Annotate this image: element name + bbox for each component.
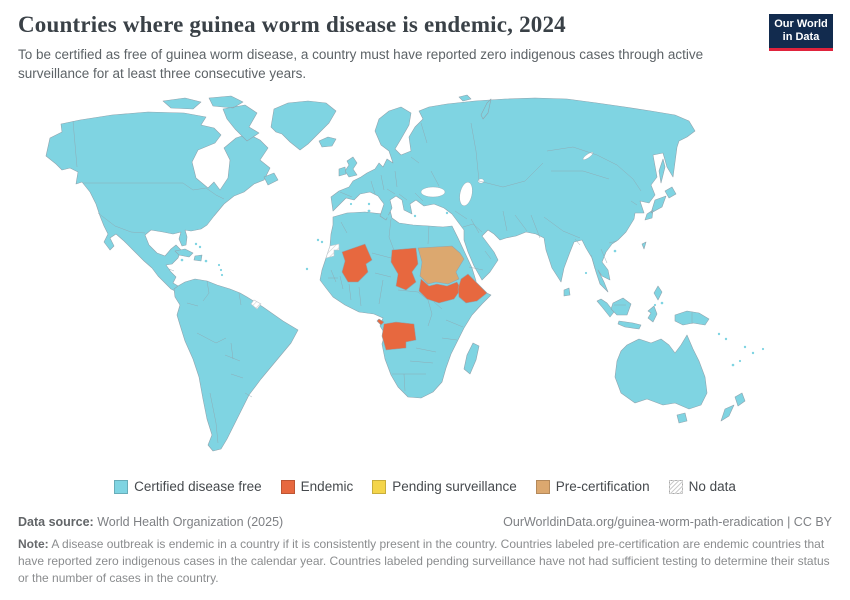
legend-swatch-pre-certification xyxy=(535,479,550,494)
legend-label-endemic: Endemic xyxy=(300,479,354,494)
chart-note: Note: A disease outbreak is endemic in a… xyxy=(18,536,832,586)
novaya-zemlya[interactable] xyxy=(480,98,492,120)
owid-logo-line1: Our World xyxy=(774,18,828,31)
legend-label-pre-certification: Pre-certification xyxy=(555,479,650,494)
legend-item-pre-certification[interactable]: Pre-certification xyxy=(535,479,650,494)
landmass-eurasia[interactable] xyxy=(330,97,696,293)
australia[interactable] xyxy=(614,334,708,410)
landmass-south-america[interactable] xyxy=(173,278,299,452)
legend-swatch-certified xyxy=(114,479,129,494)
owid-logo-line2: in Data xyxy=(782,31,820,43)
sumatra[interactable] xyxy=(596,298,615,318)
country-chad[interactable] xyxy=(390,247,419,291)
country-mali[interactable] xyxy=(341,243,373,283)
world-map[interactable] xyxy=(35,93,815,471)
country-western-sahara[interactable] xyxy=(325,243,340,259)
java[interactable] xyxy=(617,320,642,330)
japan[interactable] xyxy=(644,186,677,221)
legend-item-no-data[interactable]: No data xyxy=(668,479,736,494)
source-url[interactable]: OurWorldinData.org/guinea-worm-path-erad… xyxy=(503,515,832,529)
legend-label-pending: Pending surveillance xyxy=(392,479,517,494)
arctic-islands[interactable] xyxy=(162,95,260,142)
landmass-north-america[interactable] xyxy=(45,111,271,293)
newfoundland[interactable] xyxy=(263,172,279,186)
sri-lanka[interactable] xyxy=(563,287,571,297)
legend-label-certified: Certified disease free xyxy=(134,479,262,494)
legend-label-no-data: No data xyxy=(688,479,736,494)
ireland[interactable] xyxy=(338,166,347,177)
legend-swatch-no-data xyxy=(668,479,683,494)
chart-footer: Data source: World Health Organization (… xyxy=(18,515,832,586)
hispaniola[interactable] xyxy=(193,254,203,262)
country-ethiopia[interactable] xyxy=(457,273,488,304)
map-legend: Certified disease free Endemic Pending s… xyxy=(0,479,850,494)
tasmania[interactable] xyxy=(676,412,688,424)
legend-swatch-pending xyxy=(372,479,387,494)
country-sudan[interactable] xyxy=(417,245,465,285)
legend-swatch-endemic xyxy=(280,479,295,494)
country-borders xyxy=(72,120,693,444)
chart-subtitle: To be certified as free of guinea worm d… xyxy=(18,47,704,82)
data-source-value: World Health Organization (2025) xyxy=(93,515,284,529)
country-angola[interactable] xyxy=(376,318,417,351)
legend-item-certified[interactable]: Certified disease free xyxy=(114,479,262,494)
inland-seas xyxy=(420,152,594,207)
world-map-container xyxy=(35,93,815,471)
sakhalin[interactable] xyxy=(658,158,666,184)
data-source: Data source: World Health Organization (… xyxy=(18,515,283,529)
taiwan[interactable] xyxy=(641,241,647,250)
iceland[interactable] xyxy=(318,136,337,148)
legend-item-endemic[interactable]: Endemic xyxy=(280,479,354,494)
legend-item-pending[interactable]: Pending surveillance xyxy=(372,479,517,494)
owid-logo[interactable]: Our World in Data xyxy=(769,14,833,51)
data-source-label: Data source: xyxy=(18,515,94,529)
greenland[interactable] xyxy=(270,100,337,151)
united-kingdom[interactable] xyxy=(344,156,358,178)
new-zealand[interactable] xyxy=(720,392,746,422)
country-french-guiana[interactable] xyxy=(250,299,262,310)
chart-header: Countries where guinea worm disease is e… xyxy=(18,12,758,83)
madagascar[interactable] xyxy=(463,342,480,375)
small-islands xyxy=(180,202,765,367)
sulawesi[interactable] xyxy=(647,305,658,323)
page-title: Countries where guinea worm disease is e… xyxy=(18,12,566,37)
svalbard[interactable] xyxy=(458,94,472,102)
borneo[interactable] xyxy=(610,297,632,316)
cuba[interactable] xyxy=(174,248,194,258)
philippines[interactable] xyxy=(653,285,663,301)
note-label: Note: xyxy=(18,537,49,551)
note-text: A disease outbreak is endemic in a count… xyxy=(18,537,830,585)
